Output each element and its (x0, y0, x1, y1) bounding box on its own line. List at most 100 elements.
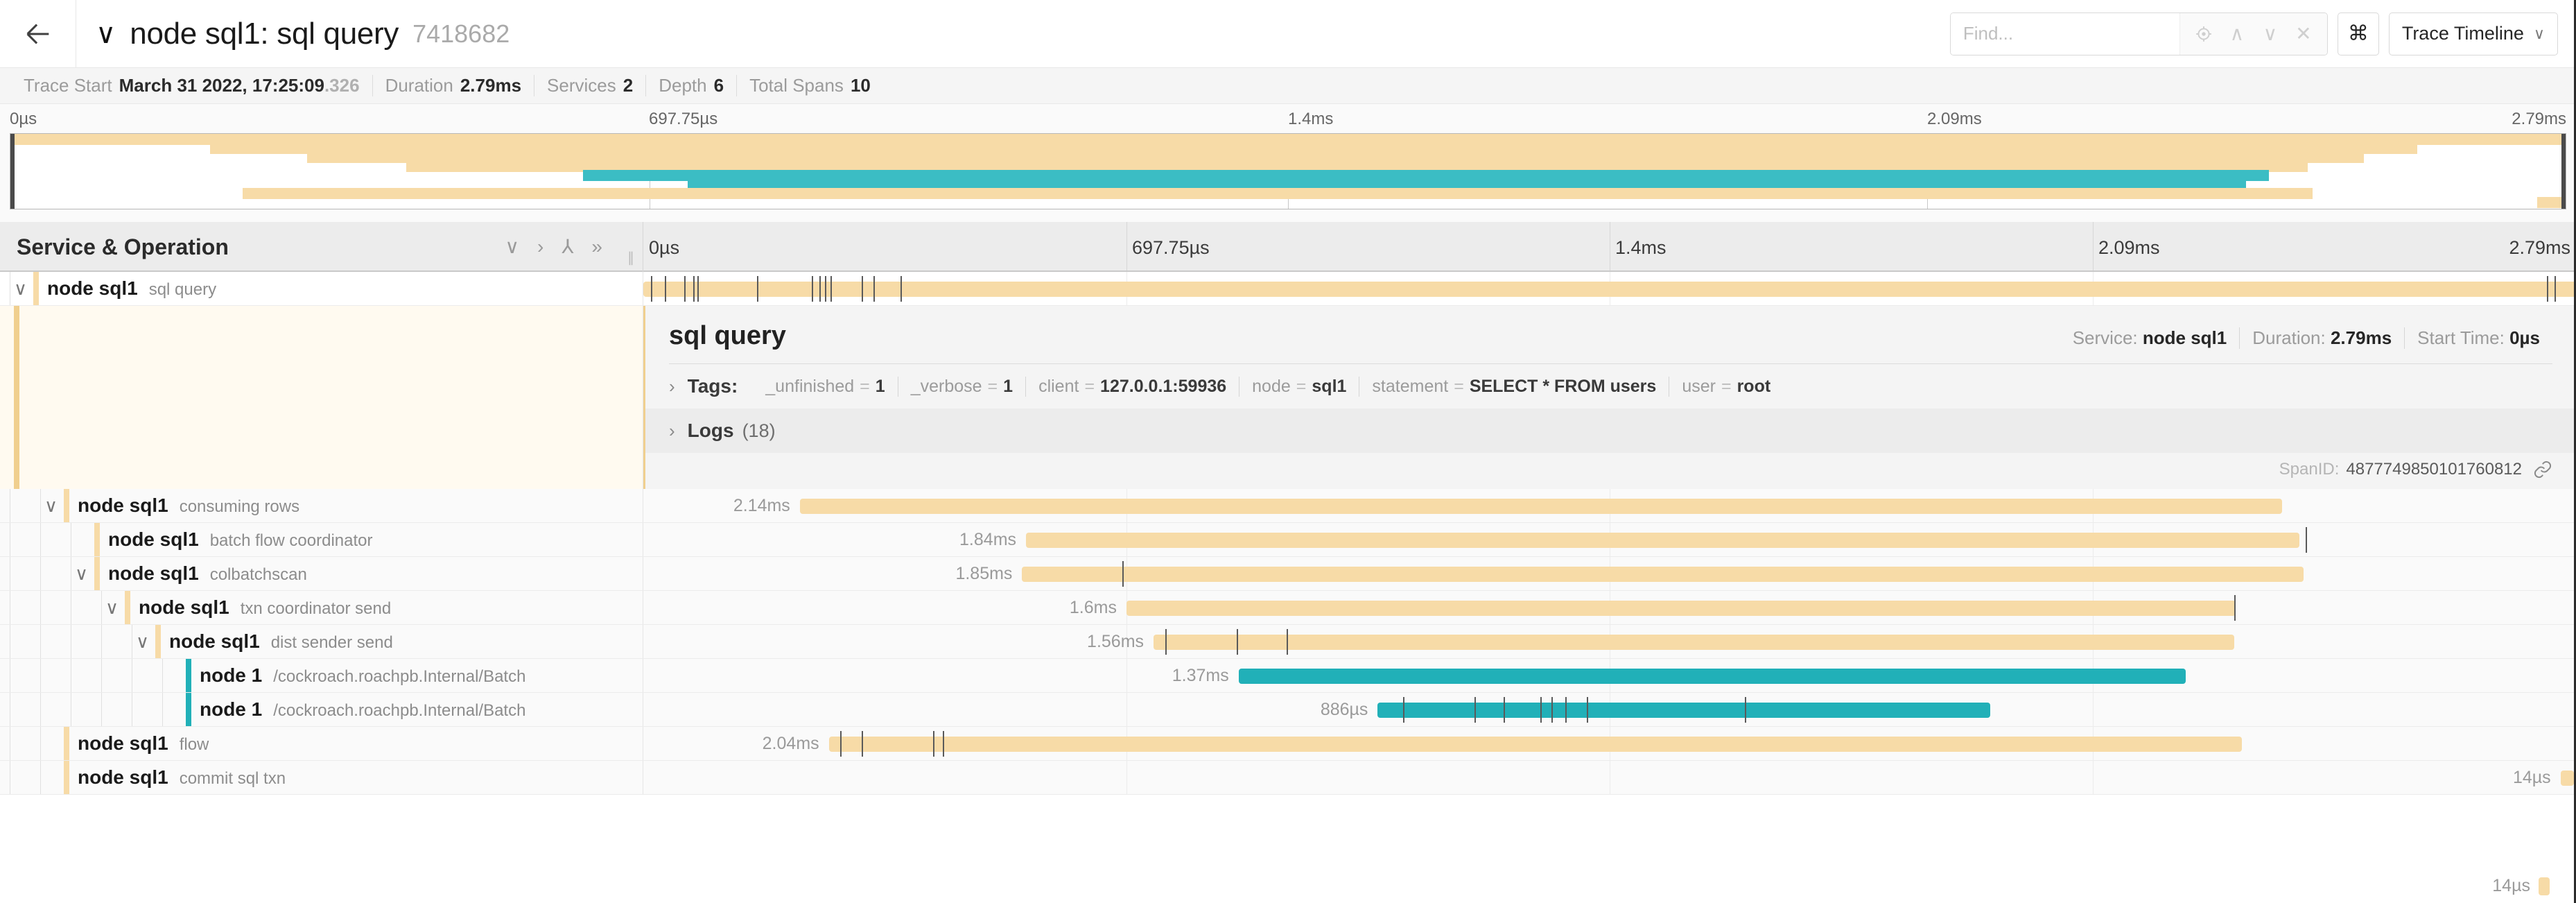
span-bar-cell[interactable]: 2.04ms (643, 727, 2576, 760)
span-duration-label: 1.6ms (1069, 597, 1117, 617)
span-name-cell[interactable]: node sql1 flow (0, 727, 643, 760)
table-row[interactable]: node 1/cockroach.roachpb.Internal/Batch 8… (0, 693, 2576, 727)
span-color-bar (186, 659, 191, 692)
timeline-column-header: Service & Operation ∨ › ⅄ » ∥ 0µs 697.75µs 1.… (0, 222, 2576, 272)
link-icon[interactable] (2533, 460, 2552, 479)
minimap-handle-right[interactable] (2561, 134, 2566, 209)
detail-service: Service: node sql1 (2060, 327, 2240, 349)
chevron-down-icon[interactable]: ∨ (14, 278, 28, 299)
span-log-marker (1540, 697, 1542, 723)
span-label-group: node sql1 commit sql txn (78, 766, 286, 789)
span-name-cell[interactable]: ∨ node sql1 txn coordinator send (0, 591, 643, 624)
span-bar-cell[interactable]: 1.6ms (643, 591, 2576, 624)
span-log-marker (1551, 697, 1554, 723)
expand-one-icon[interactable]: › (537, 236, 544, 257)
column-resizer[interactable]: ∥ (627, 250, 634, 266)
span-name-cell[interactable]: ∨ node sql1 dist sender send (0, 625, 643, 658)
meta-item: Duration 2.79ms (372, 75, 534, 96)
span-name-cell[interactable]: node 1/cockroach.roachpb.Internal/Batch (0, 693, 643, 726)
meta-value: 2 (623, 75, 634, 96)
span-duration-bar[interactable] (1126, 600, 2236, 616)
span-name-cell[interactable]: ∨ node sql1 sql query (0, 272, 643, 305)
span-duration-bar[interactable] (1154, 634, 2234, 650)
span-log-marker (2234, 595, 2236, 621)
span-id-label: SpanID: (2279, 460, 2340, 479)
span-duration-bar[interactable] (2560, 770, 2575, 786)
span-color-bar (64, 489, 69, 522)
span-operation-name: colbatchscan (209, 565, 307, 584)
table-row[interactable]: ∨ node sql1 txn coordinator send 1.6ms (0, 591, 2576, 625)
back-button[interactable] (0, 0, 76, 68)
span-duration-bar[interactable] (1022, 566, 2304, 582)
span-bar-cell[interactable]: 14µs (643, 761, 2576, 794)
meta-item: Depth 6 (645, 75, 736, 96)
minimap-handle-left[interactable] (10, 134, 15, 209)
span-duration-bar[interactable] (799, 498, 2283, 514)
span-name-cell[interactable]: ∨ node sql1 colbatchscan (0, 557, 643, 590)
span-duration-bar[interactable] (1238, 668, 2186, 684)
table-row[interactable]: ∨ node sql1 sql query (0, 272, 2576, 306)
view-mode-select[interactable]: Trace Timeline ∨ (2388, 12, 2558, 55)
table-row[interactable]: node sql1 commit sql txn 14µs (0, 761, 2576, 795)
table-row[interactable]: node 1/cockroach.roachpb.Internal/Batch 1… (0, 659, 2576, 693)
span-log-marker (1503, 697, 1505, 723)
span-duration-label: 1.84ms (959, 529, 1017, 549)
span-duration-bar[interactable] (828, 736, 2242, 752)
chevron-right-icon[interactable]: › (669, 376, 675, 397)
logs-count: (18) (742, 420, 776, 441)
chevron-down-icon[interactable]: ∨ (44, 495, 58, 516)
span-label-group: node 1/cockroach.roachpb.Internal/Batch (200, 664, 525, 687)
span-duration-bar[interactable] (1377, 702, 1991, 718)
keyboard-shortcuts-button[interactable]: ⌘ (2337, 12, 2379, 55)
expand-all-icon[interactable]: » (591, 236, 602, 257)
span-color-bar (155, 625, 161, 658)
collapse-all-icon[interactable]: ⅄ (562, 236, 574, 257)
tag-equals: = (1721, 376, 1732, 396)
table-row[interactable]: node sql1 batch flow coordinator 1.84ms (0, 523, 2576, 557)
span-bar-cell[interactable]: 1.85ms (643, 557, 2576, 590)
span-name-cell[interactable]: node sql1 batch flow coordinator (0, 523, 643, 556)
span-label-group: node sql1 colbatchscan (108, 562, 307, 585)
crosshair-icon[interactable] (2187, 13, 2220, 55)
span-bar-cell[interactable]: 1.37ms (643, 659, 2576, 692)
collapse-one-icon[interactable]: ∨ (505, 236, 519, 257)
span-bar-cell[interactable]: 1.56ms (643, 625, 2576, 658)
span-color-bar (94, 557, 100, 590)
span-duration-bar[interactable] (643, 281, 2576, 297)
chevron-down-icon[interactable]: ∨ (105, 597, 119, 618)
chevron-down-icon[interactable]: ∨ (75, 563, 89, 584)
logs-row[interactable]: › Logs (18) (645, 409, 2576, 453)
minimap-tick: 0µs (10, 110, 37, 128)
span-bar-cell[interactable]: 886µs (643, 693, 2576, 726)
table-row[interactable]: ∨ node sql1 consuming rows 2.14ms (0, 489, 2576, 523)
table-row[interactable]: ∨ node sql1 colbatchscan 1.85ms (0, 557, 2576, 591)
service-operation-header: Service & Operation ∨ › ⅄ » ∥ (0, 222, 643, 272)
span-bar-cell[interactable]: 2.14ms (643, 489, 2576, 522)
tags-row[interactable]: › Tags: _unfinished = 1 _verbose = 1 client = 127.… (645, 364, 2576, 409)
meta-item: Total Spans 10 (736, 75, 883, 96)
table-row[interactable]: node sql1 flow 2.04ms (0, 727, 2576, 761)
span-bar-cell[interactable] (643, 272, 2576, 305)
minimap-span-bar (406, 161, 2308, 172)
row-gridline (1126, 659, 1127, 692)
chevron-down-icon[interactable]: ∨ (2263, 23, 2278, 44)
detail-service-value: node sql1 (2142, 327, 2227, 348)
minimap-span-bar (2537, 197, 2564, 208)
span-name-cell[interactable]: ∨ node sql1 consuming rows (0, 489, 643, 522)
detail-start-time: Start Time: 0µs (2404, 327, 2552, 349)
minimap-canvas[interactable] (10, 133, 2566, 209)
span-duration-bar[interactable] (1026, 532, 2300, 548)
close-icon[interactable]: ✕ (2295, 23, 2312, 44)
span-label-group: node sql1 flow (78, 732, 209, 755)
span-bar-cell[interactable]: 1.84ms (643, 523, 2576, 556)
tag-item: _unfinished = 1 (753, 377, 897, 397)
span-log-marker (1745, 697, 1747, 723)
chevron-right-icon[interactable]: › (669, 420, 675, 441)
chevron-up-icon[interactable]: ∧ (2229, 23, 2245, 44)
chevron-down-icon[interactable]: ∨ (136, 631, 150, 652)
span-name-cell[interactable]: node 1/cockroach.roachpb.Internal/Batch (0, 659, 643, 692)
search-input[interactable] (1950, 12, 2179, 55)
table-row[interactable]: ∨ node sql1 dist sender send 1.56ms (0, 625, 2576, 659)
span-name-cell[interactable]: node sql1 commit sql txn (0, 761, 643, 794)
chevron-down-icon[interactable]: ∨ (96, 18, 116, 49)
